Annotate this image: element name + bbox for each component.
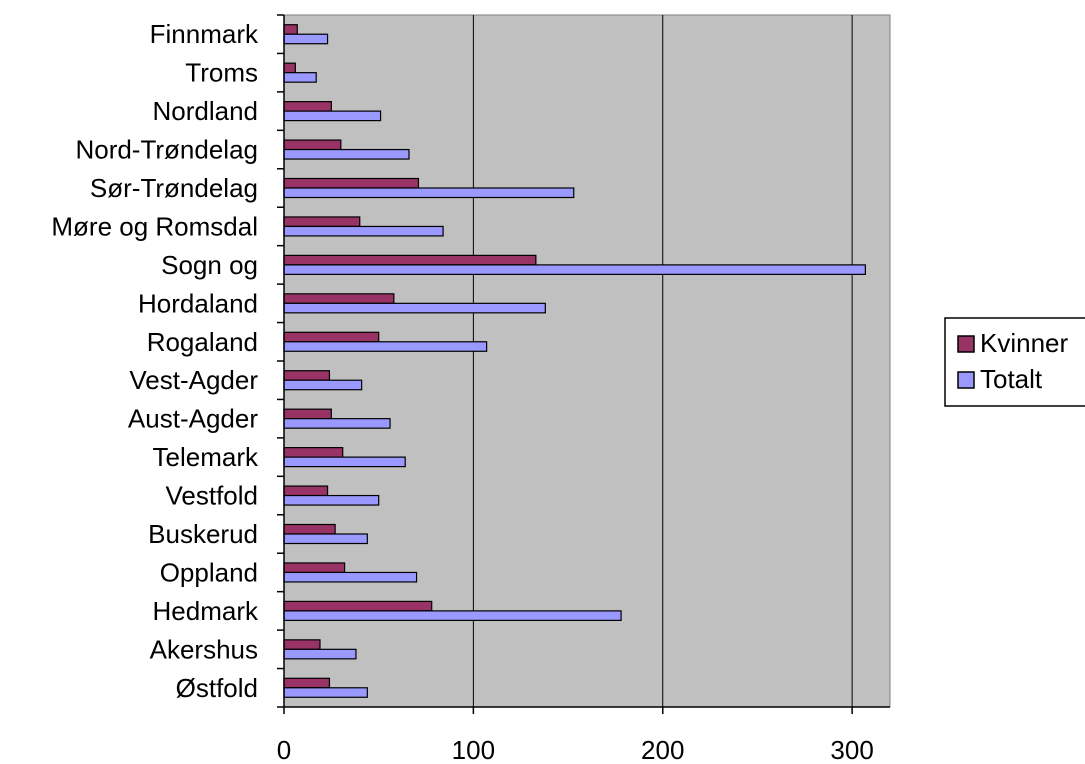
axes (277, 14, 890, 714)
bar-totalt-10 (283, 418, 391, 429)
bar-totalt-5 (283, 225, 444, 237)
legend-box (944, 317, 1085, 407)
bar-totalt-8 (283, 341, 488, 352)
x-tick-label-2: 200 (641, 735, 684, 764)
bar-kvinner-5 (283, 216, 361, 228)
bar-totalt-12 (283, 494, 380, 506)
bar-totalt-7 (283, 302, 546, 314)
category-label-11: Telemark (153, 442, 259, 472)
bar-kvinner-16 (283, 639, 321, 650)
bar-kvinner-6 (283, 254, 537, 266)
bar-totalt-2 (283, 110, 382, 122)
bar-totalt-17 (283, 687, 368, 698)
category-label-12: Vestfold (165, 481, 258, 511)
bar-totalt-4 (283, 187, 575, 199)
bar-totalt-13 (283, 533, 368, 545)
bar-totalt-16 (283, 648, 357, 660)
bar-kvinner-9 (283, 370, 331, 381)
bar-kvinner-3 (283, 139, 342, 151)
bar-kvinner-11 (283, 447, 344, 458)
bar-totalt-15 (283, 610, 622, 621)
bar-kvinner-12 (283, 485, 329, 497)
category-label-7: Hordaland (138, 288, 258, 318)
bar-kvinner-8 (283, 331, 380, 343)
bar-kvinner-7 (283, 293, 395, 304)
bar-kvinner-4 (283, 177, 420, 189)
legend-label-totalt: Totalt (980, 364, 1043, 394)
category-label-14: Oppland (160, 557, 258, 587)
bar-kvinner-13 (283, 523, 336, 535)
category-label-15: Hedmark (153, 596, 259, 626)
bar-kvinner-15 (283, 600, 433, 612)
legend: Kvinner Totalt (944, 317, 1085, 407)
bar-totalt-14 (283, 571, 418, 583)
category-label-1: Troms (185, 58, 258, 88)
legend-label-kvinner: Kvinner (980, 328, 1068, 358)
category-label-16: Akershus (150, 634, 258, 664)
category-labels: Finnmark Troms Nordland Nord-Trøndelag Sør-T… (51, 19, 259, 703)
legend-swatch-kvinner (957, 335, 975, 353)
x-tick-labels: 0 100 200 300 (277, 735, 874, 764)
x-tick-label-3: 300 (830, 735, 873, 764)
bar-totalt-1 (283, 72, 317, 83)
category-label-3: Nord-Trøndelag (75, 135, 258, 165)
x-tick-label-0: 0 (277, 735, 291, 764)
category-label-0: Finnmark (150, 19, 259, 49)
category-label-8: Rogaland (147, 327, 258, 357)
bar-totalt-11 (283, 456, 406, 468)
category-label-2: Nordland (152, 96, 258, 126)
gridlines (472, 15, 853, 707)
bar-kvinner-10 (283, 408, 332, 420)
category-label-4: Sør-Trøndelag (90, 173, 258, 203)
category-label-10: Aust-Agder (128, 404, 258, 434)
category-label-6: Sogn og (161, 250, 258, 280)
bar-totalt-0 (283, 33, 329, 45)
category-label-9: Vest-Agder (129, 365, 258, 395)
category-label-17: Østfold (176, 673, 258, 703)
bar-kvinner-0 (283, 24, 298, 35)
bar-totalt-9 (283, 379, 363, 391)
bar-totalt-3 (283, 148, 410, 160)
x-tick-label-1: 100 (452, 735, 495, 764)
plot-area (283, 14, 891, 708)
category-label-5: Møre og Romsdal (51, 211, 258, 241)
category-label-13: Buskerud (148, 519, 258, 549)
legend-swatch-totalt (957, 371, 975, 389)
plot-background (283, 14, 891, 708)
bar-kvinner-2 (283, 101, 332, 112)
bar-totalt-6 (283, 264, 866, 275)
bar-kvinner-14 (283, 562, 346, 574)
bar-kvinner-17 (283, 677, 331, 689)
bar-kvinner-1 (283, 62, 296, 74)
